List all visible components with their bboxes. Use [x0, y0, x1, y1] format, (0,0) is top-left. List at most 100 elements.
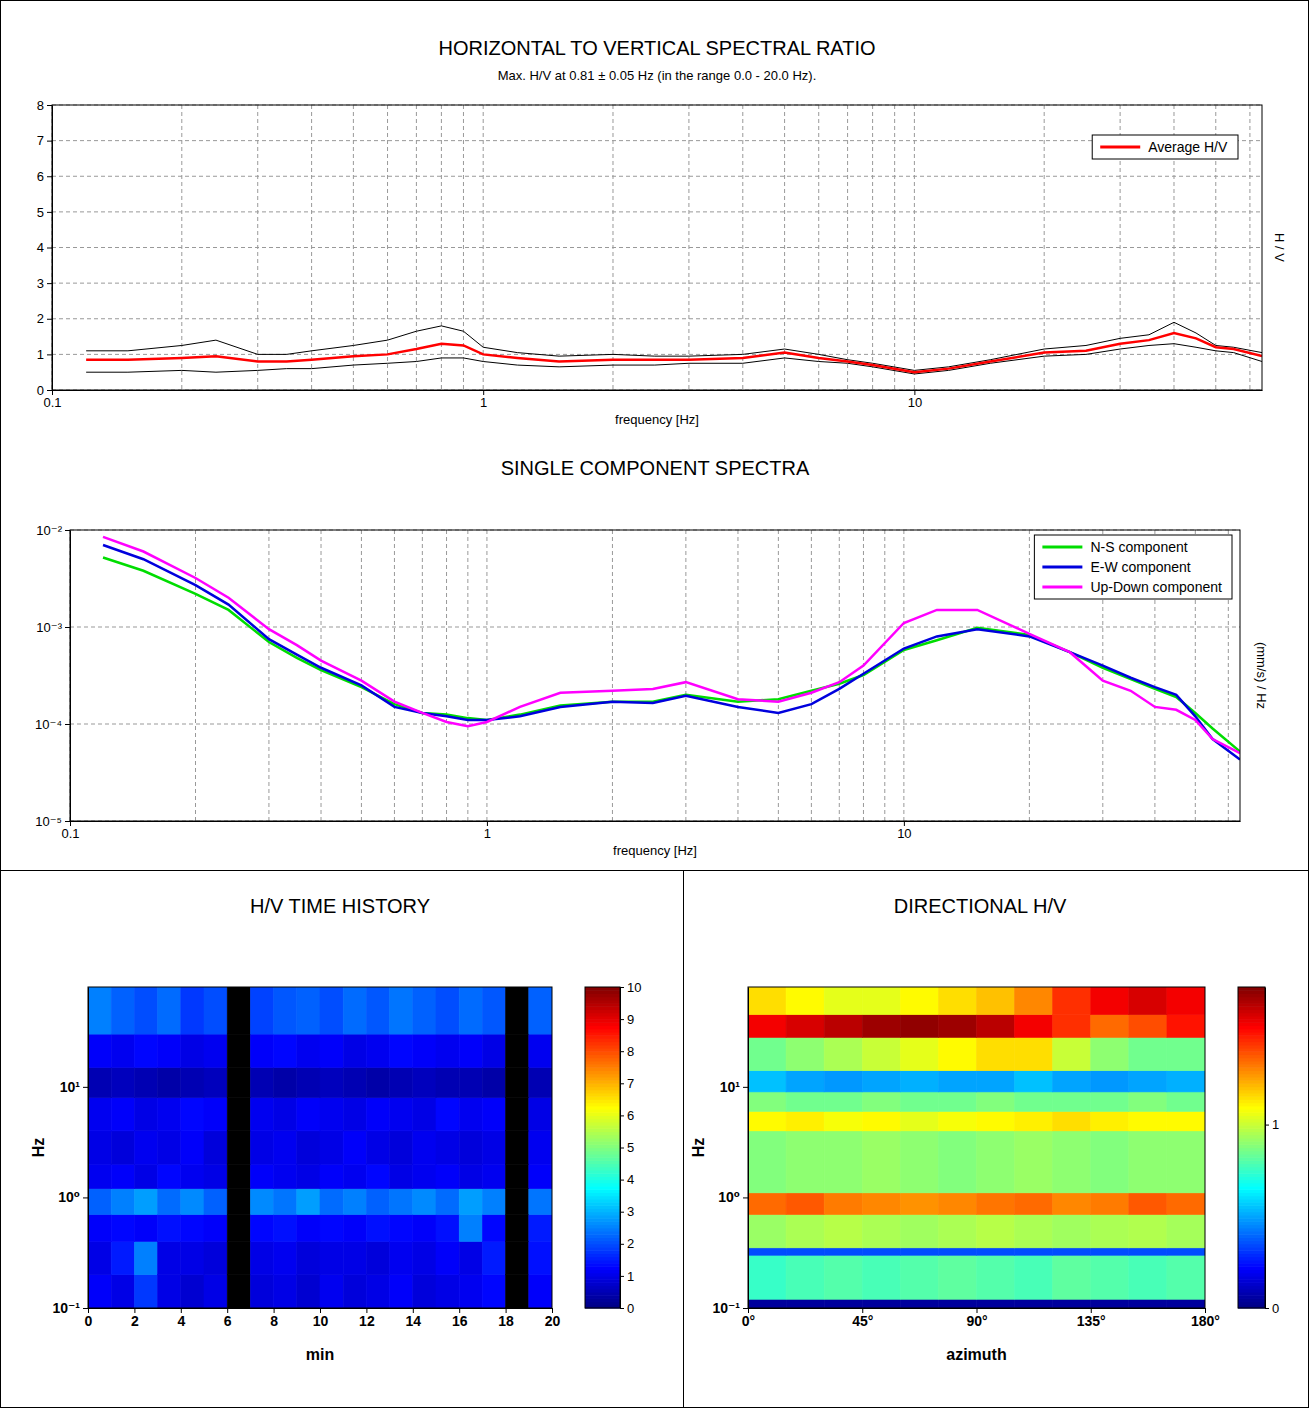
cell — [297, 1164, 320, 1189]
cell — [320, 1275, 343, 1308]
cell — [824, 1255, 862, 1299]
cell — [824, 1131, 862, 1193]
cell — [824, 1111, 862, 1130]
axis-colorbar_ticks: 01 — [1265, 988, 1279, 1316]
tick: 3 — [37, 276, 52, 291]
cell — [1015, 1255, 1053, 1299]
tick: 10⁻⁵ — [35, 814, 70, 829]
cell — [320, 1241, 343, 1274]
cell — [824, 1037, 862, 1070]
cell — [390, 1067, 413, 1097]
cell — [1129, 1111, 1167, 1130]
grid-line-minor — [778, 530, 779, 821]
series-line — [86, 322, 1262, 370]
cell — [297, 1098, 320, 1131]
cell — [343, 1215, 366, 1242]
cell — [111, 987, 134, 1034]
cell — [390, 1189, 413, 1215]
cell — [482, 1131, 505, 1164]
cell — [134, 1189, 157, 1215]
cell — [320, 1131, 343, 1164]
tick: 10¹ — [720, 1079, 748, 1095]
cell — [436, 1189, 459, 1215]
grid-line-minor — [1029, 530, 1030, 821]
cell — [786, 1092, 824, 1111]
tick-label: 16 — [452, 1313, 468, 1329]
cell — [181, 1067, 204, 1097]
cell — [250, 1067, 273, 1097]
tick-mark — [65, 530, 70, 531]
cell — [1015, 1215, 1053, 1248]
cell — [158, 987, 181, 1034]
cell — [274, 1131, 297, 1164]
cell — [459, 1098, 482, 1131]
cell — [158, 1164, 181, 1189]
tick: 10 — [897, 821, 911, 841]
cell — [938, 1131, 976, 1193]
cell — [824, 1071, 862, 1092]
cell — [862, 1111, 900, 1130]
tick-label: 0 — [85, 1313, 93, 1329]
cell — [459, 1275, 482, 1308]
cell — [748, 1193, 786, 1215]
tick-label: 1 — [484, 826, 491, 841]
cell — [413, 1098, 436, 1131]
tick-label: 1 — [1272, 1117, 1279, 1132]
tick-label: 10¹ — [720, 1079, 741, 1095]
tick: 1 — [1265, 1117, 1279, 1132]
cell — [390, 1164, 413, 1189]
cell — [938, 1299, 976, 1308]
cell — [88, 1098, 111, 1131]
tick-label: 10 — [897, 826, 911, 841]
cell — [824, 987, 862, 1015]
cell — [862, 1131, 900, 1193]
grid-line-minor — [1044, 105, 1045, 390]
cell — [274, 1241, 297, 1274]
tick-label: 2 — [627, 1236, 634, 1251]
cell — [413, 1164, 436, 1189]
legend: N-S componentE-W componentUp-Down compon… — [1034, 535, 1232, 599]
cell — [1053, 1193, 1091, 1215]
cell — [900, 1131, 938, 1193]
cell — [320, 1098, 343, 1131]
cell — [938, 1248, 976, 1255]
tick-label: 0 — [37, 383, 44, 398]
cell — [297, 1067, 320, 1097]
cell — [227, 1067, 250, 1097]
cell — [900, 1193, 938, 1215]
cell — [181, 1241, 204, 1274]
cell — [938, 987, 976, 1015]
cell — [977, 1131, 1015, 1193]
cell — [977, 1248, 1015, 1255]
cell — [1091, 1015, 1129, 1038]
cell — [1053, 1299, 1091, 1308]
cell — [227, 1215, 250, 1242]
cell — [748, 1037, 786, 1070]
cell — [390, 1131, 413, 1164]
axis-line — [88, 988, 89, 1309]
cell — [977, 1037, 1015, 1070]
cell — [227, 1034, 250, 1067]
axis-line — [748, 988, 749, 1309]
cell — [938, 1015, 976, 1038]
legend-label: N-S component — [1090, 539, 1187, 555]
tick-mark — [47, 105, 52, 106]
tick-mark — [620, 1180, 624, 1181]
cell — [529, 1131, 552, 1164]
cell — [297, 1034, 320, 1067]
cell — [158, 1241, 181, 1274]
cell — [343, 1164, 366, 1189]
heatmap-chart: H/V TIME HISTORY0246810121416182010⁻¹10⁰… — [30, 895, 642, 1363]
cell — [900, 987, 938, 1015]
cell — [158, 1131, 181, 1164]
cell — [786, 1071, 824, 1092]
cell — [413, 1067, 436, 1097]
cell — [366, 1034, 389, 1067]
tick-label: 0° — [742, 1313, 755, 1329]
cell — [862, 1037, 900, 1070]
cell — [482, 1067, 505, 1097]
tick-label: 10 — [313, 1313, 329, 1329]
tick: 3 — [620, 1204, 634, 1219]
tick: 8 — [37, 98, 52, 113]
grid-line-minor — [268, 530, 269, 821]
